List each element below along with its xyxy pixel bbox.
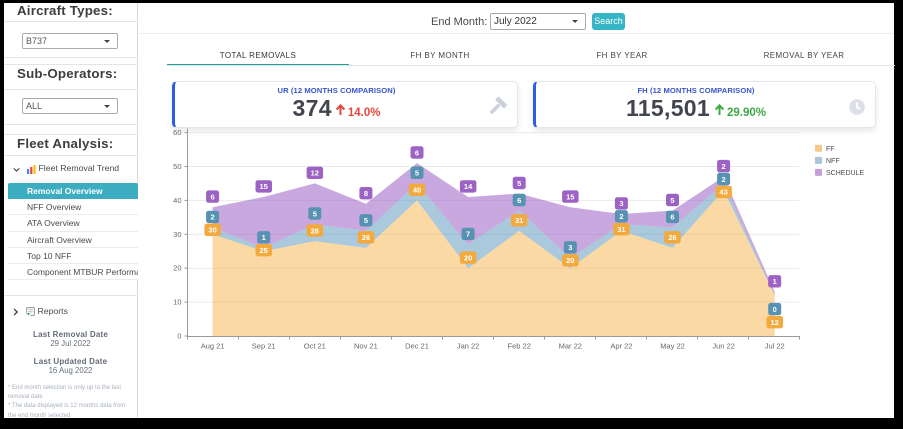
- svg-text:40: 40: [413, 186, 421, 195]
- svg-text:Jan 22: Jan 22: [457, 342, 480, 351]
- svg-text:Aug 21: Aug 21: [201, 342, 225, 351]
- svg-text:40: 40: [173, 196, 181, 205]
- svg-text:Mar 22: Mar 22: [559, 342, 582, 351]
- svg-text:12: 12: [311, 169, 319, 178]
- svg-text:May 22: May 22: [660, 342, 685, 351]
- svg-text:28: 28: [311, 226, 319, 235]
- svg-text:Dec 21: Dec 21: [405, 342, 429, 351]
- svg-text:6: 6: [211, 192, 215, 201]
- svg-text:2: 2: [211, 213, 215, 222]
- svg-text:Jun 22: Jun 22: [712, 342, 735, 351]
- svg-text:20: 20: [173, 264, 181, 273]
- svg-text:3: 3: [568, 243, 572, 252]
- svg-text:7: 7: [466, 230, 470, 239]
- svg-text:8: 8: [364, 189, 368, 198]
- svg-text:15: 15: [260, 182, 268, 191]
- svg-text:31: 31: [617, 225, 625, 234]
- svg-text:5: 5: [364, 216, 368, 225]
- svg-text:SCHEDULE: SCHEDULE: [826, 170, 864, 177]
- svg-text:2: 2: [722, 175, 726, 184]
- svg-text:26: 26: [362, 233, 370, 242]
- svg-text:5: 5: [517, 179, 521, 188]
- svg-text:Apr 22: Apr 22: [610, 342, 632, 351]
- svg-text:30: 30: [208, 226, 216, 235]
- svg-text:FF: FF: [826, 146, 835, 153]
- svg-text:6: 6: [517, 196, 521, 205]
- svg-text:1: 1: [262, 233, 266, 242]
- svg-text:0: 0: [773, 305, 777, 314]
- svg-text:60: 60: [173, 128, 181, 137]
- svg-text:1: 1: [773, 277, 777, 286]
- svg-text:20: 20: [464, 253, 472, 262]
- svg-text:3: 3: [619, 199, 623, 208]
- svg-text:6: 6: [670, 213, 674, 222]
- svg-text:25: 25: [260, 246, 268, 255]
- svg-text:6: 6: [415, 148, 419, 157]
- svg-text:15: 15: [566, 192, 574, 201]
- svg-text:14: 14: [464, 182, 473, 191]
- svg-text:2: 2: [619, 212, 623, 221]
- svg-text:NFF: NFF: [826, 158, 840, 165]
- svg-text:Oct 21: Oct 21: [304, 342, 326, 351]
- svg-text:5: 5: [313, 209, 317, 218]
- svg-text:Nov 21: Nov 21: [354, 342, 378, 351]
- svg-text:12: 12: [771, 318, 779, 327]
- svg-text:10: 10: [173, 298, 181, 307]
- svg-text:5: 5: [415, 169, 419, 178]
- svg-text:5: 5: [670, 196, 674, 205]
- svg-text:26: 26: [668, 233, 676, 242]
- svg-text:Jul 22: Jul 22: [765, 342, 785, 351]
- svg-text:43: 43: [719, 188, 727, 197]
- svg-text:30: 30: [173, 230, 181, 239]
- svg-text:50: 50: [173, 162, 181, 171]
- svg-text:2: 2: [722, 162, 726, 171]
- svg-text:31: 31: [515, 216, 523, 225]
- svg-text:Feb 22: Feb 22: [508, 342, 531, 351]
- svg-text:20: 20: [566, 256, 574, 265]
- svg-text:0: 0: [177, 332, 181, 341]
- svg-text:Sep 21: Sep 21: [252, 342, 276, 351]
